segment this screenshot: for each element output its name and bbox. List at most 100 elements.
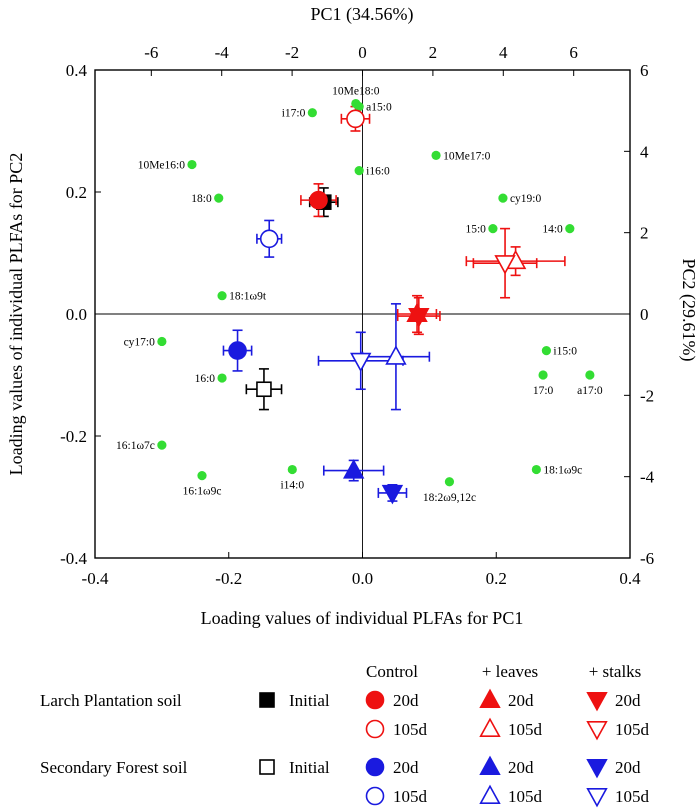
y2-tick-label: -6 (640, 549, 654, 568)
x2-tick-label: 0 (358, 43, 367, 62)
loading-label: 18:2ω9,12c (423, 492, 476, 504)
x2-tick-label: -2 (285, 43, 299, 62)
y2-tick-label: 6 (640, 61, 649, 80)
loading-label: 10Me17:0 (443, 150, 491, 162)
y-tick-label: -0.4 (60, 549, 87, 568)
loading-label: 10Me18:0 (332, 86, 380, 98)
x-tick-label: 0.0 (352, 569, 373, 588)
loading-point (538, 370, 548, 380)
legend-header-control: Control (366, 662, 418, 681)
loading-point (354, 102, 364, 112)
score-marker (385, 345, 407, 365)
loading-point (354, 166, 364, 176)
loading-label: 10Me16:0 (138, 160, 186, 172)
score-marker (494, 255, 516, 275)
loading-label: 16:1ω9c (183, 486, 222, 498)
loading-label: 16:1ω7c (116, 440, 155, 452)
axis-ticks: -0.4 -0.2 0.0 0.2 0.4-0.4-0.20.00.20.4-6 -4 -2… (60, 43, 655, 588)
x2-tick-label: 6 (569, 43, 578, 62)
loading-point (585, 370, 595, 380)
legend-group-secondary: Secondary Forest soil (40, 758, 188, 777)
x2-tick-label: -4 (215, 43, 230, 62)
loading-point (307, 108, 317, 118)
loading-label: i17:0 (282, 108, 306, 120)
legend-symbol-circle (365, 786, 385, 806)
loading-label: cy17:0 (124, 336, 156, 348)
loading-label: i16:0 (366, 166, 390, 178)
loading-label: i15:0 (553, 346, 577, 358)
y2-tick-label: -4 (640, 468, 655, 487)
legend-symbol-triangle-up (479, 717, 501, 738)
loading-point (531, 464, 541, 475)
x-tick-label: -0.2 (215, 569, 242, 588)
loading-point (488, 224, 498, 234)
loading-point (197, 471, 207, 481)
loading-point (498, 193, 508, 203)
loading-point (565, 224, 575, 234)
loading-label: a15:0 (366, 102, 392, 114)
loading-point (187, 159, 197, 170)
score-marker (256, 381, 272, 398)
legend-header-stalks: + stalks (589, 662, 642, 681)
legend-larch-control-105d: 105d (393, 720, 428, 739)
loading-label: a17:0 (577, 385, 603, 397)
legend-secondary-leaves-105d: 105d (508, 787, 543, 806)
legend-secondary-control-105d: 105d (393, 787, 428, 806)
y-tick-label: -0.2 (60, 427, 87, 446)
legend-larch-stalks-20d: 20d (615, 691, 641, 710)
y2-tick-label: 4 (640, 142, 649, 161)
x-axis-title: Loading values of individual PLFAs for P… (201, 608, 524, 628)
legend-secondary-leaves-20d: 20d (508, 758, 534, 777)
loading-label: 18:0 (191, 193, 212, 205)
legend-symbol-triangle-down (586, 758, 608, 779)
loading-label: 16:0 (195, 373, 216, 385)
x2-tick-label: -6 (144, 43, 158, 62)
x2-tick-label: 2 (429, 43, 438, 62)
y-tick-label: 0.0 (66, 305, 87, 324)
legend-symbol-circle (365, 690, 385, 710)
legend-symbol-triangle-up (479, 688, 501, 709)
legend: Control + leaves + stalks Larch Plantati… (40, 662, 650, 808)
loading-point (214, 193, 224, 203)
legend-secondary-control-20d: 20d (393, 758, 419, 777)
x2-tick-label: 4 (499, 43, 508, 62)
y2-tick-label: 2 (640, 224, 649, 243)
y2-tick-label: -2 (640, 386, 654, 405)
legend-symbol-triangle-up (479, 755, 501, 776)
score-marker (259, 229, 279, 249)
legend-symbol-circle (365, 719, 385, 739)
y-axis-title: Loading values of individual PLFAs for P… (6, 153, 26, 476)
x-tick-label: 0.2 (486, 569, 507, 588)
loading-label: 17:0 (533, 385, 554, 397)
loading-label: i14:0 (280, 480, 304, 492)
legend-symbol-larch-initial (259, 692, 275, 708)
legend-symbol-triangle-down (586, 720, 608, 741)
score-marker (309, 190, 328, 210)
loading-point (217, 373, 227, 383)
loading-point (444, 477, 455, 487)
score-marker (350, 352, 372, 373)
legend-symbol-triangle-down (586, 691, 608, 712)
legend-larch-leaves-105d: 105d (508, 720, 543, 739)
y-tick-label: 0.2 (66, 183, 87, 202)
legend-group-larch: Larch Plantation soil (40, 691, 182, 710)
legend-initial-secondary: Initial (289, 758, 330, 777)
x-tick-label: -0.4 (82, 569, 109, 588)
legend-secondary-stalks-20d: 20d (615, 758, 641, 777)
legend-symbol-secondary-initial (259, 759, 275, 775)
score-marker (381, 484, 404, 505)
y2-axis-title: PC2 (29.61%) (678, 259, 699, 362)
loading-point (157, 440, 167, 450)
x2-axis-title: PC1 (34.56%) (311, 4, 414, 25)
loading-point (541, 346, 552, 356)
score-marker (342, 459, 365, 479)
sample-scores (228, 109, 527, 505)
legend-symbols (259, 688, 608, 808)
loading-point (287, 464, 297, 475)
legend-larch-control-20d: 20d (393, 691, 419, 710)
loading-point (431, 150, 441, 160)
zero-lines (95, 70, 630, 558)
legend-larch-leaves-20d: 20d (508, 691, 534, 710)
legend-symbol-triangle-up (479, 784, 501, 805)
plfa-loadings: 10Me18:0 i17:0 a15:0 10Me16:0 i16:0 10Me17:0 1… (116, 86, 603, 504)
